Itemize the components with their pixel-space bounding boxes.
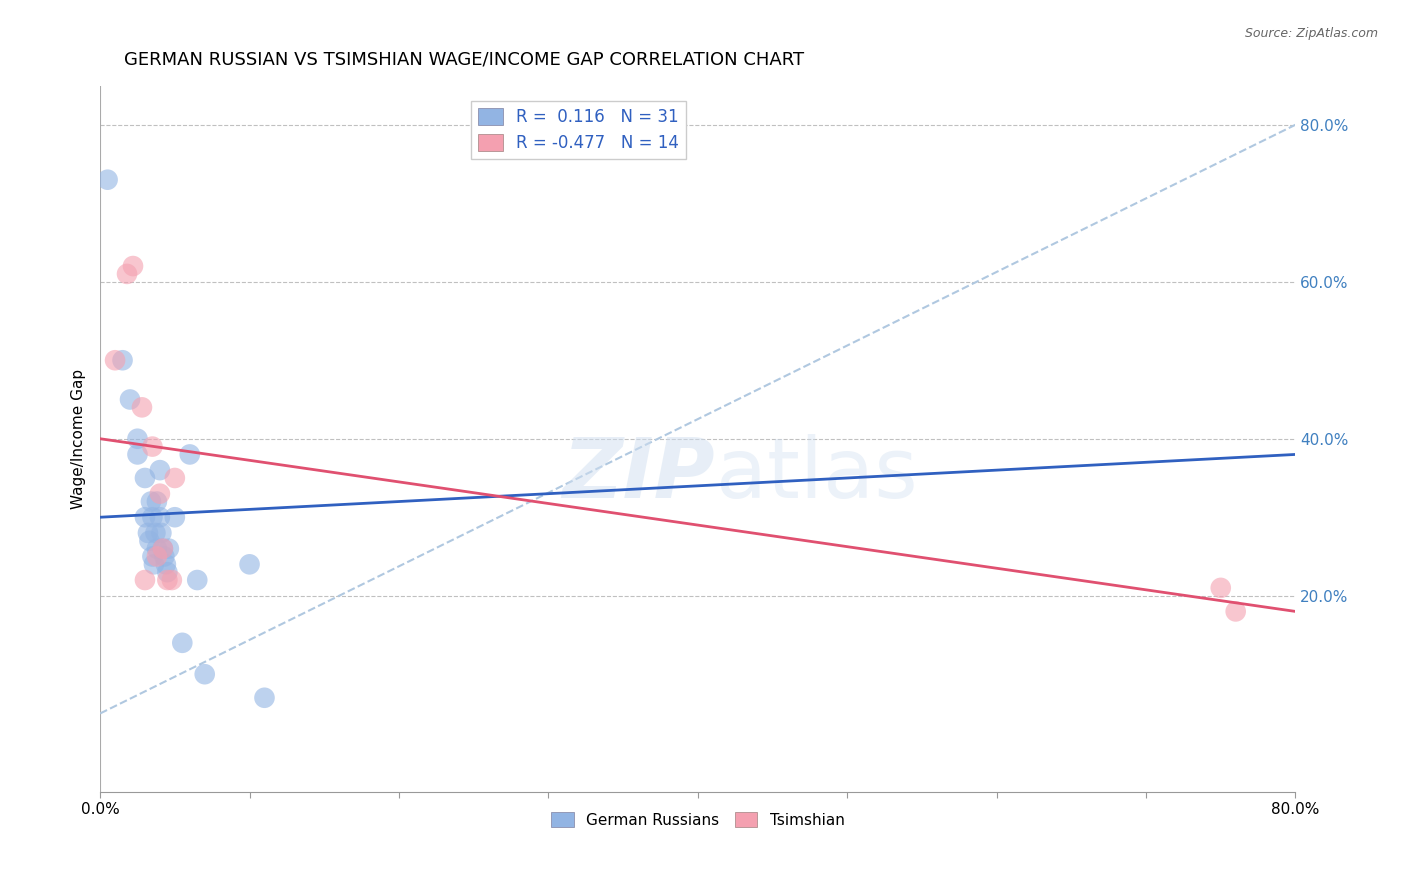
Point (138, 533, 160, 548)
Y-axis label: Wage/Income Gap: Wage/Income Gap (72, 368, 86, 508)
Point (97, 172, 120, 186)
Point (122, 259, 145, 273)
Point (127, 432, 149, 446)
Point (152, 541, 174, 556)
Point (136, 525, 159, 540)
Point (157, 541, 180, 556)
Text: atlas: atlas (717, 434, 918, 515)
Point (153, 549, 176, 564)
Point (149, 486, 172, 500)
Point (163, 471, 186, 485)
Point (111, 353, 134, 368)
Point (127, 447, 149, 461)
Point (134, 573, 156, 587)
Point (146, 541, 169, 556)
Point (172, 636, 194, 650)
Point (134, 510, 156, 524)
Point (141, 510, 163, 524)
Point (115, 267, 138, 281)
Point (146, 549, 169, 564)
Point (104, 353, 127, 368)
Legend: German Russians, Tsimshian: German Russians, Tsimshian (546, 805, 851, 834)
Point (186, 573, 208, 587)
Point (155, 558, 177, 572)
Point (149, 510, 172, 524)
Point (150, 525, 173, 540)
Text: Source: ZipAtlas.com: Source: ZipAtlas.com (1244, 27, 1378, 40)
Text: GERMAN RUSSIAN VS TSIMSHIAN WAGE/INCOME GAP CORRELATION CHART: GERMAN RUSSIAN VS TSIMSHIAN WAGE/INCOME … (124, 51, 804, 69)
Point (134, 471, 156, 485)
Point (118, 392, 141, 407)
Point (1209, 581, 1232, 595)
Point (160, 573, 183, 587)
Point (139, 494, 162, 508)
Point (131, 401, 153, 415)
Point (141, 440, 163, 454)
Point (163, 510, 186, 524)
Point (179, 447, 201, 461)
Point (142, 558, 165, 572)
Point (152, 541, 174, 556)
Point (194, 667, 217, 681)
Point (156, 573, 179, 587)
Point (141, 549, 163, 564)
Point (146, 494, 169, 508)
Text: ZIP: ZIP (562, 434, 714, 515)
Point (253, 690, 276, 705)
Point (145, 525, 167, 540)
Point (1225, 604, 1247, 618)
Point (149, 463, 172, 477)
Point (156, 565, 179, 579)
Point (238, 558, 260, 572)
